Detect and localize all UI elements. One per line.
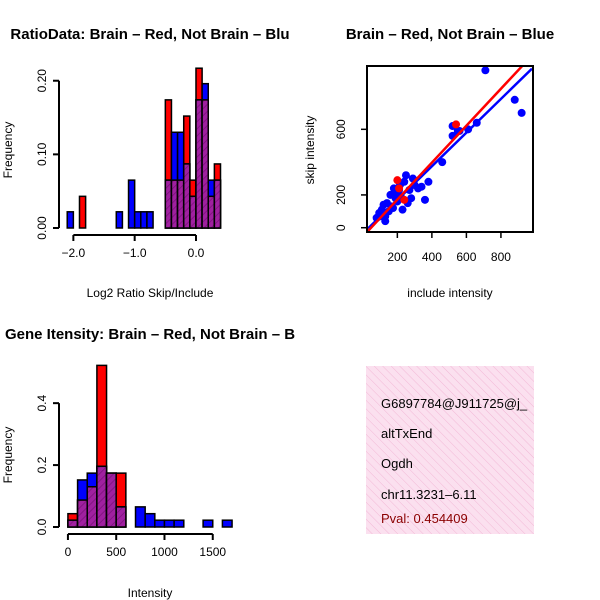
x-tick-label: 500 <box>106 545 126 559</box>
y-tick-label: 0.20 <box>35 69 49 93</box>
bar-not-brain <box>127 179 136 229</box>
ratio-histogram: RatioData: Brain – Red, Not Brain – Blu … <box>1 26 290 300</box>
x-tick-label: −2.0 <box>62 246 86 260</box>
x-tick-label: 1500 <box>199 545 226 559</box>
y-tick-label: 200 <box>334 185 348 205</box>
x-tick-label: 600 <box>456 250 476 264</box>
point-not-brain <box>400 177 409 186</box>
bar-overlap <box>96 465 108 528</box>
gene-intensity-bars <box>67 364 233 528</box>
x-tick-label: 800 <box>491 250 511 264</box>
info-panel-background <box>366 366 534 534</box>
bar-overlap <box>164 179 173 229</box>
regression-line-brain <box>368 67 523 231</box>
x-tick-label: 400 <box>422 250 442 264</box>
x-tick-label: 1000 <box>151 545 178 559</box>
bar-brain <box>78 195 87 229</box>
intensity-scatter: Brain – Red, Not Brain – Blue 200 400 600 8… <box>303 26 554 300</box>
ratio-histogram-axes: −2.0 −1.0 0.0 0.00 0.10 0.20 <box>35 69 205 260</box>
bar-not-brain <box>202 519 214 528</box>
scatter-plot-box <box>366 65 534 233</box>
scatter-points <box>368 67 532 231</box>
point-not-brain <box>417 182 426 191</box>
point-brain <box>393 176 402 185</box>
ratio-histogram-ylabel: Frequency <box>1 122 15 179</box>
point-not-brain <box>424 177 433 186</box>
ratio-histogram-xlabel: Log2 Ratio Skip/Include <box>87 286 214 300</box>
bar-overlap <box>67 519 79 528</box>
x-tick-label: 0.0 <box>188 246 205 260</box>
gene-intensity-xlabel: Intensity <box>128 586 173 600</box>
ratio-histogram-bars <box>66 67 222 229</box>
y-tick-label: 0.0 <box>35 518 49 535</box>
y-tick-label: 0.2 <box>35 456 49 473</box>
bar-overlap <box>115 506 127 528</box>
bar-overlap <box>105 472 117 528</box>
point-not-brain <box>401 171 410 180</box>
bar-overlap <box>176 179 185 229</box>
point-not-brain <box>420 195 429 204</box>
scatter-ylabel: skip intensity <box>303 116 317 185</box>
info-panel: G6897784@J911725@j_ altTxEnd Ogdh chr11.… <box>366 366 534 534</box>
point-not-brain <box>407 194 416 203</box>
point-brain <box>400 195 409 204</box>
point-not-brain <box>517 108 526 117</box>
point-brain <box>395 184 404 193</box>
gene-intensity-histogram: Gene Itensity: Brain – Red, Not Brain – … <box>1 326 295 600</box>
bar-not-brain <box>154 519 166 528</box>
bar-not-brain <box>173 519 185 528</box>
bar-not-brain <box>140 211 148 229</box>
point-not-brain <box>398 205 407 214</box>
bar-not-brain <box>163 519 175 528</box>
x-tick-label: −1.0 <box>123 246 147 260</box>
bar-overlap <box>213 179 222 229</box>
bar-not-brain <box>66 211 75 229</box>
bar-overlap <box>76 499 88 528</box>
bar-overlap <box>182 163 191 229</box>
point-not-brain <box>438 158 447 167</box>
bar-not-brain <box>134 506 146 528</box>
x-tick-label: 0 <box>65 545 72 559</box>
point-not-brain <box>510 95 519 104</box>
bar-not-brain <box>144 512 156 528</box>
gene-intensity-ylabel: Frequency <box>1 427 15 484</box>
bar-overlap <box>201 99 209 229</box>
bar-overlap <box>86 486 98 528</box>
bar-overlap <box>207 195 216 229</box>
gene-intensity-title: Gene Itensity: Brain – Red, Not Brain – … <box>5 326 295 343</box>
bar-overlap <box>170 179 179 229</box>
pval-text: Pval: 0.454409 <box>381 511 468 526</box>
gene-intensity-axes: 0 500 1000 1500 0.0 0.2 0.4 <box>35 394 226 559</box>
scatter-axes: 200 400 600 800 0 200 600 <box>334 119 511 264</box>
bar-not-brain <box>115 211 124 229</box>
bar-overlap <box>195 99 203 229</box>
y-tick-label: 0.4 <box>35 394 49 411</box>
event-type: altTxEnd <box>381 426 432 441</box>
genomic-location: chr11.3231–6.11 <box>381 487 477 502</box>
gene-name: Ogdh <box>381 456 413 471</box>
point-brain <box>452 120 461 129</box>
ratio-histogram-title: RatioData: Brain – Red, Not Brain – Blu <box>10 26 289 43</box>
scatter-plot-area <box>368 67 532 231</box>
bar-not-brain <box>221 519 233 528</box>
y-tick-label: 600 <box>334 119 348 139</box>
y-tick-label: 0.00 <box>35 216 49 240</box>
y-tick-label: 0 <box>334 224 348 231</box>
bar-not-brain <box>146 211 154 229</box>
y-tick-label: 0.10 <box>35 142 49 166</box>
point-not-brain <box>481 67 490 75</box>
point-not-brain <box>381 217 390 226</box>
point-not-brain <box>455 126 464 135</box>
scatter-xlabel: include intensity <box>407 286 492 300</box>
bar-overlap <box>189 195 197 229</box>
event-id: G6897784@J911725@j_ <box>381 396 528 411</box>
bar-not-brain <box>133 211 142 229</box>
x-tick-label: 200 <box>387 250 407 264</box>
scatter-title: Brain – Red, Not Brain – Blue <box>346 26 554 43</box>
